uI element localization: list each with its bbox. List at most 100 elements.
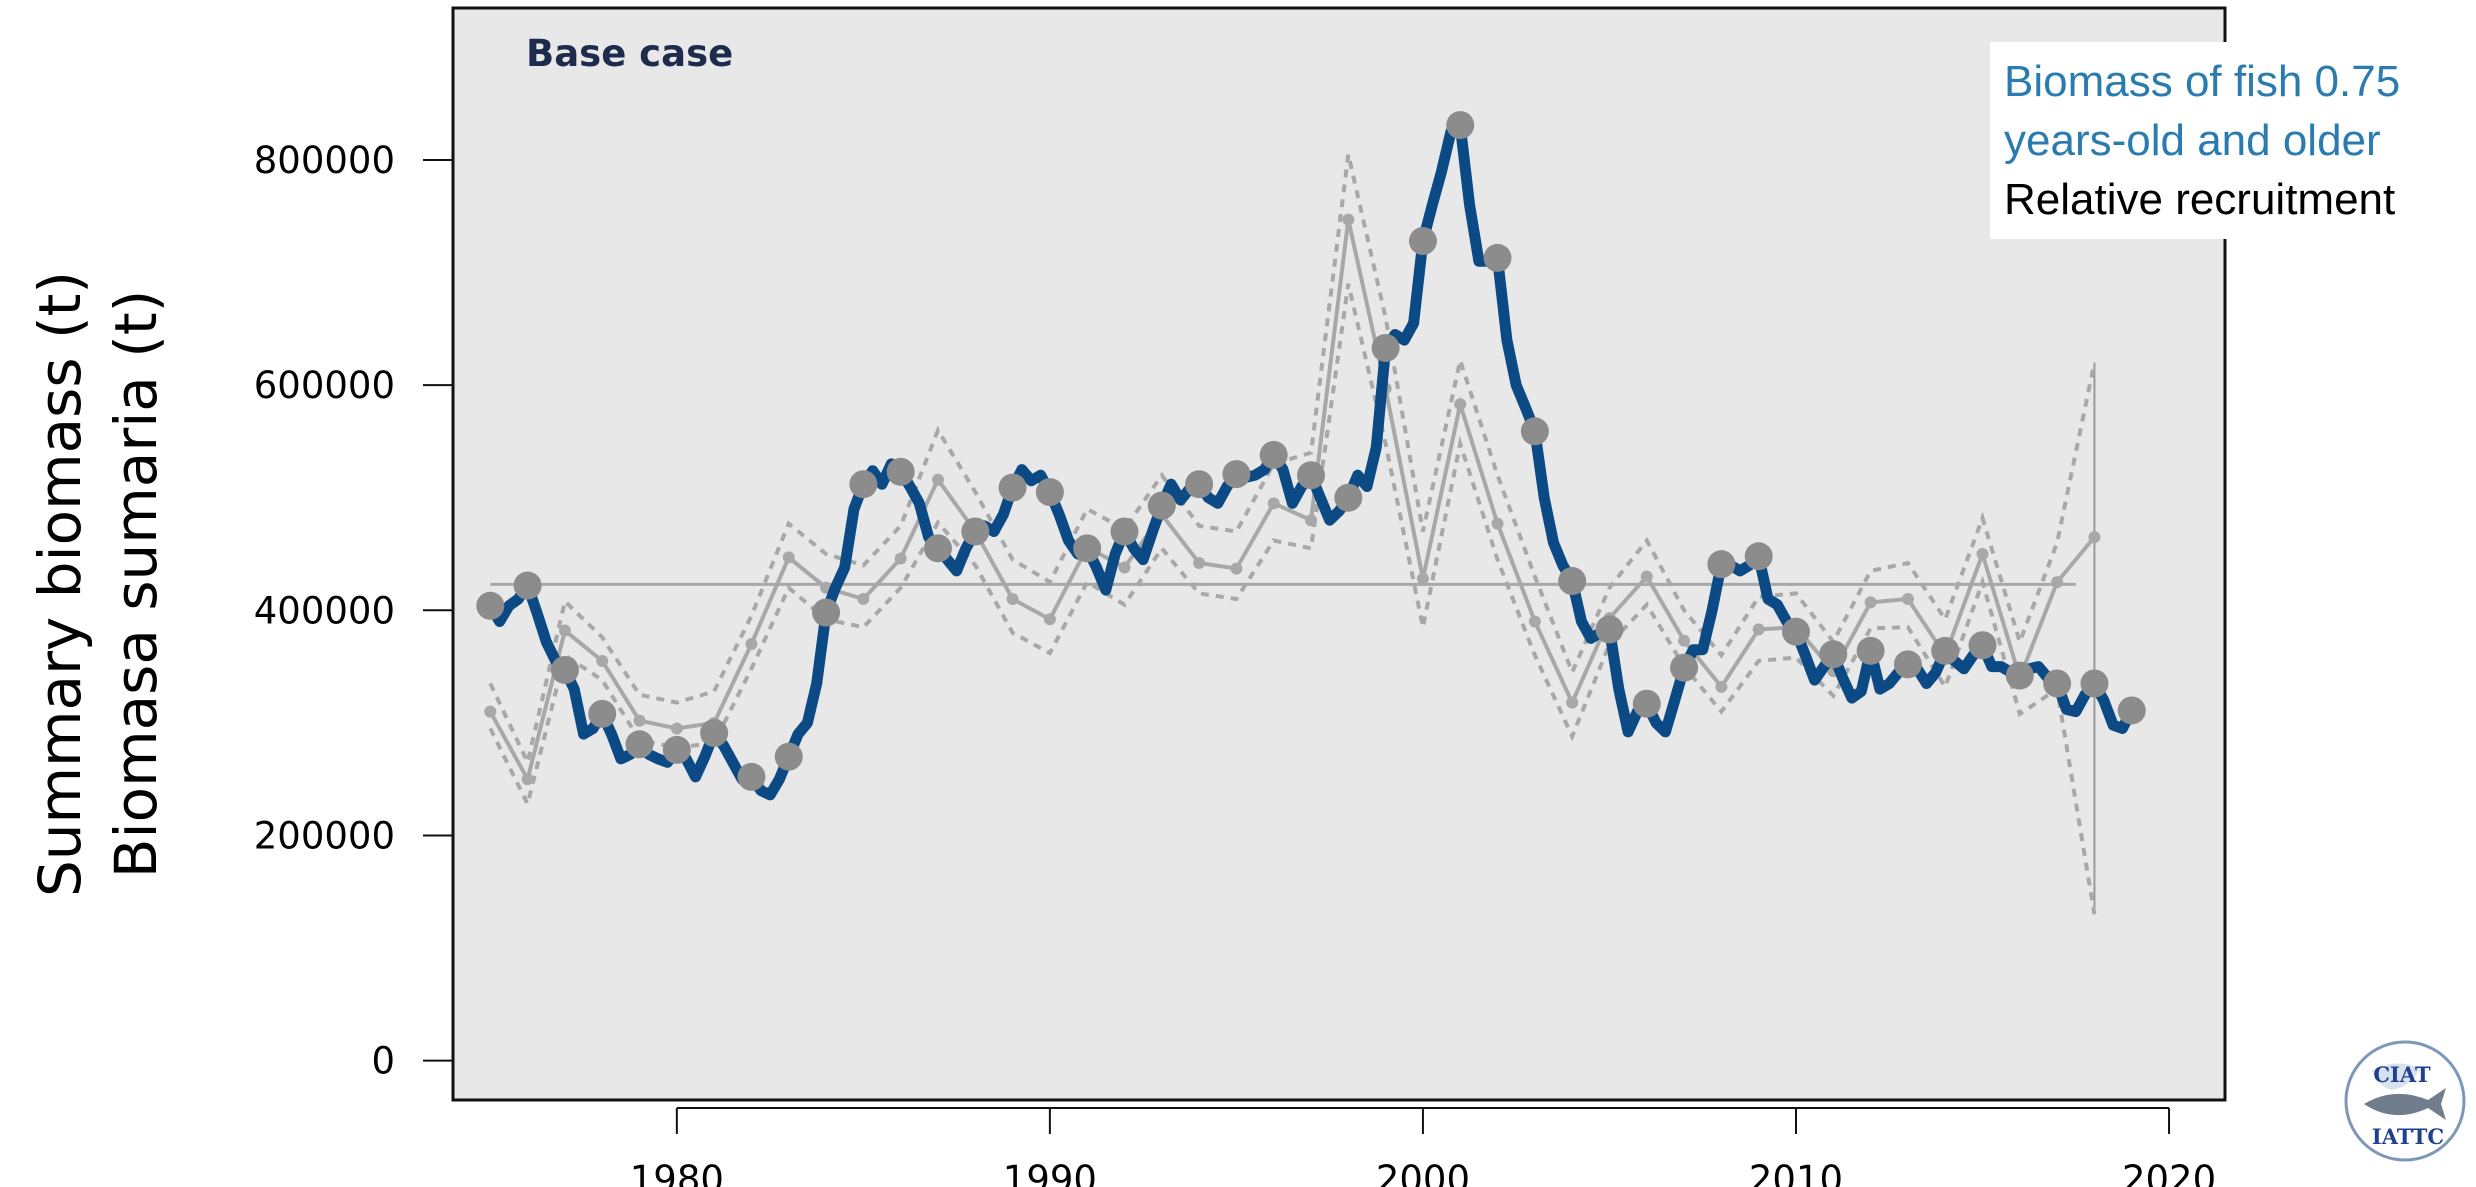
recruitment-point [932,474,944,486]
biomass-point [2080,669,2108,697]
biomass-point [2043,669,2071,697]
biomass-point [2006,662,2034,690]
biomass-point [1745,542,1773,570]
recruitment-point [596,655,608,667]
y-axis-label-line-1: Summary biomass (t) [26,271,94,897]
y-axis-label: Summary biomass (t) Biomasa sumaria (t) [26,271,170,897]
x-tick-label: 1980 [630,1158,724,1187]
plot-area [453,8,2225,1100]
biomass-point [476,592,504,620]
recruitment-point [1529,616,1541,628]
recruitment-point [745,638,757,650]
biomass-point [1334,484,1362,512]
recruitment-point [522,773,534,785]
recruitment-point [1566,697,1578,709]
recruitment-point [559,625,571,637]
x-tick-label: 2020 [2122,1158,2216,1187]
recruitment-point [783,551,795,563]
recruitment-point [1865,596,1877,608]
biomass-point [1969,631,1997,659]
y-axis-label-line-2: Biomasa sumaria (t) [102,290,170,879]
biomass-point [1633,690,1661,718]
biomass-point [775,743,803,771]
biomass-point [1073,534,1101,562]
recruitment-point [2088,531,2100,543]
y-tick-label: 800000 [254,139,395,182]
recruitment-point [671,722,683,734]
y-tick-label: 600000 [254,364,395,407]
biomass-point [1297,461,1325,489]
biomass-point [1931,637,1959,665]
biomass-point [1148,492,1176,520]
biomass-point [1521,417,1549,445]
biomass-point [737,763,765,791]
biomass-point [663,736,691,764]
biomass-point [2118,696,2146,724]
biomass-point [514,572,542,600]
biomass-point [551,656,579,684]
biomass-point [1036,478,1064,506]
svg-text:IATTC: IATTC [2372,1124,2444,1149]
y-axis: 0 200000 400000 600000 800000 [254,139,453,1083]
biomass-point [1595,615,1623,643]
recruitment-point [857,593,869,605]
x-tick-label: 2010 [1749,1158,1843,1187]
biomass-point [1894,650,1922,678]
biomass-point [1185,470,1213,498]
biomass-point [924,534,952,562]
biomass-point [1782,618,1810,646]
biomass-point [1372,334,1400,362]
legend: Biomass of fish 0.75 years-old and older… [1990,42,2476,239]
recruitment-point [1230,563,1242,575]
chart-title: Base case [526,32,733,75]
biomass-point [588,700,616,728]
recruitment-point [634,715,646,727]
biomass-point [1446,111,1474,139]
biomass-point [849,470,877,498]
biomass-point [700,719,728,747]
biomass-point [887,458,915,486]
biomass-point [961,517,989,545]
y-tick-label: 400000 [254,589,395,632]
x-tick-label: 1990 [1003,1158,1097,1187]
legend-biomass-line-2: years-old and older [2004,111,2464,170]
recruitment-point [1753,623,1765,635]
recruitment-point [1977,548,1989,560]
recruitment-point [1268,497,1280,509]
recruitment-point [1193,557,1205,569]
recruitment-point [1454,398,1466,410]
biomass-point [999,474,1027,502]
recruitment-point [1305,514,1317,526]
x-tick-label: 2000 [1376,1158,1470,1187]
recruitment-point [1007,593,1019,605]
x-axis: 1980 1990 2000 2010 2020 [630,1108,2216,1187]
biomass-point [1222,460,1250,488]
y-tick-label: 200000 [254,814,395,857]
biomass-point [1670,654,1698,682]
recruitment-point [2051,576,2063,588]
legend-biomass-line-1: Biomass of fish 0.75 [2004,52,2464,111]
biomass-point [1409,227,1437,255]
recruitment-point [1715,681,1727,693]
biomass-point [812,599,840,627]
svg-text:CIAT: CIAT [2373,1062,2431,1087]
recruitment-point [1902,593,1914,605]
recruitment-point [1492,518,1504,530]
recruitment-point [1044,613,1056,625]
recruitment-point [1417,573,1429,585]
biomass-point [1260,441,1288,469]
biomass-point [1819,640,1847,668]
recruitment-point [1678,635,1690,647]
biomass-point [1857,637,1885,665]
ciat-iattc-logo: CIAT IATTC [2342,1038,2468,1164]
recruitment-point [484,706,496,718]
biomass-point [1110,517,1138,545]
recruitment-point [1641,571,1653,583]
biomass-point [1484,244,1512,272]
recruitment-point [895,553,907,565]
y-tick-label: 0 [371,1040,395,1083]
biomass-point [1707,550,1735,578]
legend-recruitment: Relative recruitment [2004,170,2464,229]
biomass-point [626,730,654,758]
recruitment-point [1342,214,1354,226]
